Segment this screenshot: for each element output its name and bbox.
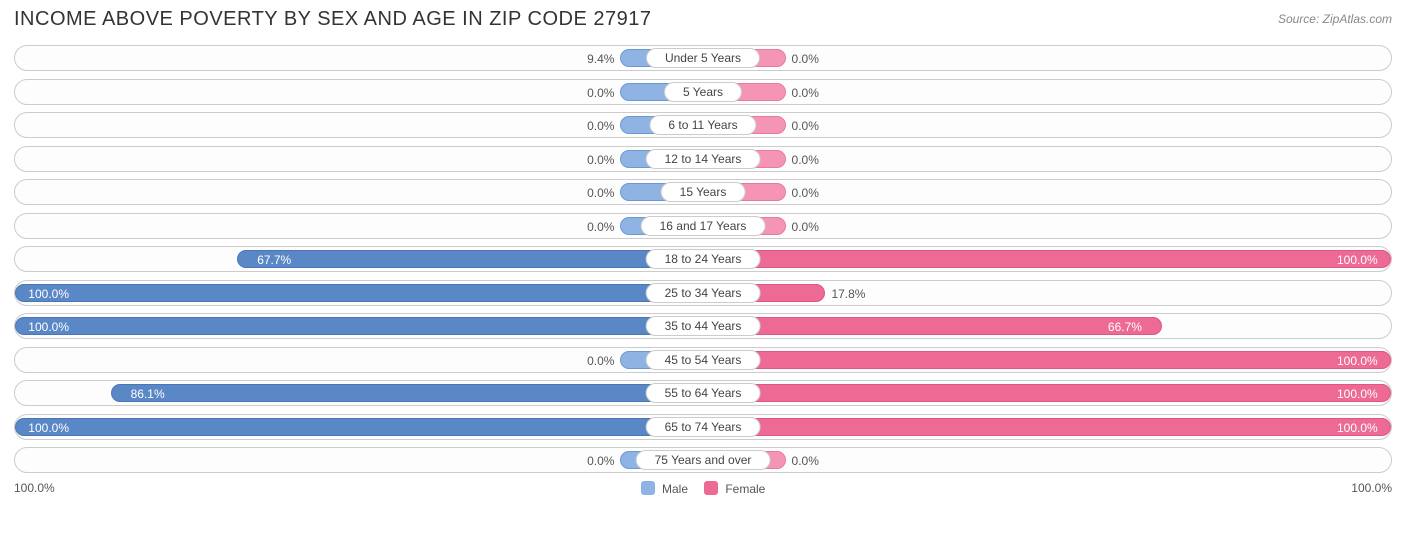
chart-row: 9.4% 0.0% Under 5 Years: [14, 45, 1392, 71]
female-value: 66.7%: [1108, 314, 1142, 340]
category-label: 16 and 17 Years: [641, 216, 766, 236]
female-swatch-icon: [704, 481, 718, 495]
female-value: 17.8%: [831, 281, 865, 307]
male-value: 0.0%: [587, 448, 614, 474]
chart-header: INCOME ABOVE POVERTY BY SEX AND AGE IN Z…: [14, 8, 1392, 31]
male-swatch-icon: [641, 481, 655, 495]
category-label: 55 to 64 Years: [646, 383, 761, 403]
male-value: 0.0%: [587, 214, 614, 240]
chart-row: 67.7% 100.0% 18 to 24 Years: [14, 246, 1392, 272]
category-label: 5 Years: [664, 82, 742, 102]
chart-body: 9.4%0.0%Under 5 Years0.0%0.0%5 Years0.0%…: [14, 45, 1392, 473]
chart-row: 100.0% 100.0% 65 to 74 Years: [14, 414, 1392, 440]
female-value: 100.0%: [1337, 415, 1378, 441]
category-label: 35 to 44 Years: [646, 316, 761, 336]
category-label: 18 to 24 Years: [646, 249, 761, 269]
legend-male-label: Male: [662, 482, 688, 496]
female-value: 0.0%: [792, 80, 819, 106]
chart-row: 0.0% 0.0% 6 to 11 Years: [14, 112, 1392, 138]
category-label: Under 5 Years: [646, 48, 760, 68]
category-label: 6 to 11 Years: [649, 115, 756, 135]
legend-female: Female: [704, 481, 765, 496]
male-value: 0.0%: [587, 80, 614, 106]
category-label: 45 to 54 Years: [646, 350, 761, 370]
male-bar: [237, 250, 703, 268]
male-value: 100.0%: [28, 314, 69, 340]
male-value: 0.0%: [587, 180, 614, 206]
chart-row: 0.0% 0.0% 16 and 17 Years: [14, 213, 1392, 239]
female-value: 0.0%: [792, 113, 819, 139]
chart-row: 0.0% 0.0% 5 Years: [14, 79, 1392, 105]
female-bar: [703, 250, 1391, 268]
male-value: 0.0%: [587, 348, 614, 374]
chart-row: 100.0% 66.7% 35 to 44 Years: [14, 313, 1392, 339]
male-value: 67.7%: [257, 247, 291, 273]
female-value: 0.0%: [792, 214, 819, 240]
male-value: 0.0%: [587, 147, 614, 173]
female-value: 0.0%: [792, 147, 819, 173]
male-value: 100.0%: [28, 415, 69, 441]
female-bar: [703, 384, 1391, 402]
chart-row: 0.0% 0.0% 75 Years and over: [14, 447, 1392, 473]
chart-row: 0.0% 100.0% 45 to 54 Years: [14, 347, 1392, 373]
axis-right-label: 100.0%: [1351, 481, 1392, 495]
chart-row: 0.0% 0.0% 12 to 14 Years: [14, 146, 1392, 172]
chart-source: Source: ZipAtlas.com: [1278, 8, 1392, 26]
chart-row: 0.0% 0.0% 15 Years: [14, 179, 1392, 205]
chart-title: INCOME ABOVE POVERTY BY SEX AND AGE IN Z…: [14, 8, 651, 31]
male-value: 0.0%: [587, 113, 614, 139]
chart-row: 100.0% 17.8% 25 to 34 Years: [14, 280, 1392, 306]
male-value: 86.1%: [131, 381, 165, 407]
female-value: 0.0%: [792, 180, 819, 206]
male-value: 9.4%: [587, 46, 614, 72]
female-value: 100.0%: [1337, 381, 1378, 407]
male-value: 100.0%: [28, 281, 69, 307]
legend: Male Female: [641, 481, 766, 496]
legend-male: Male: [641, 481, 688, 496]
chart-footer: 100.0% Male Female 100.0%: [14, 481, 1392, 496]
female-value: 100.0%: [1337, 348, 1378, 374]
category-label: 25 to 34 Years: [646, 283, 761, 303]
male-bar: [15, 284, 703, 302]
male-bar: [15, 418, 703, 436]
chart-row: 86.1% 100.0% 55 to 64 Years: [14, 380, 1392, 406]
axis-left-label: 100.0%: [14, 481, 55, 495]
category-label: 75 Years and over: [636, 450, 771, 470]
legend-female-label: Female: [725, 482, 765, 496]
female-value: 100.0%: [1337, 247, 1378, 273]
female-value: 0.0%: [792, 448, 819, 474]
category-label: 65 to 74 Years: [646, 417, 761, 437]
category-label: 12 to 14 Years: [646, 149, 761, 169]
male-bar: [15, 317, 703, 335]
female-bar: [703, 418, 1391, 436]
category-label: 15 Years: [661, 182, 746, 202]
female-bar: [703, 351, 1391, 369]
male-bar: [111, 384, 703, 402]
female-value: 0.0%: [792, 46, 819, 72]
female-bar: [703, 317, 1162, 335]
